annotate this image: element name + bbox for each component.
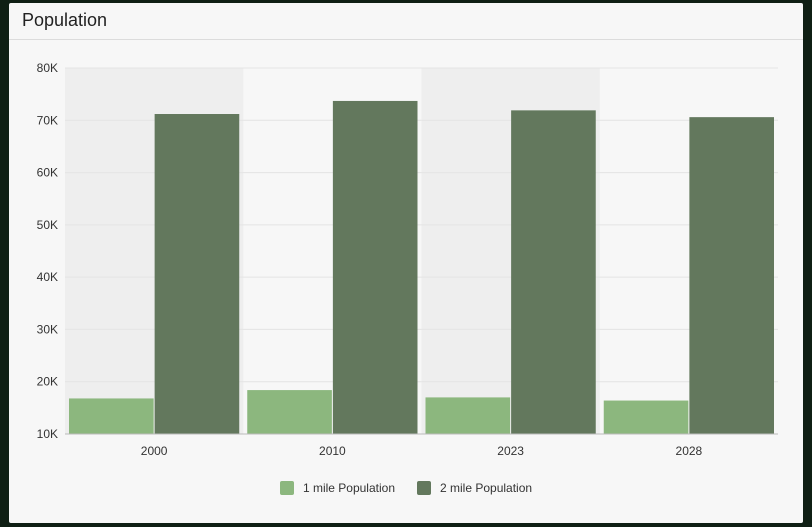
bar-series-2-2028 [689,117,774,435]
chart-legend: 1 mile Population 2 mile Population [9,481,803,495]
y-tick-label: 10K [37,427,58,441]
bar-series-1-2000 [69,398,154,434]
bar-series-2-2023 [511,110,596,434]
x-tick-label: 2028 [676,444,703,458]
y-tick-label: 20K [37,375,58,389]
legend-swatch-1-mile [279,481,294,495]
x-tick-label: 2000 [141,444,168,458]
bar-chart: 10K 20K 30K 40K 50K 60K 70K 80K 2000 2010 2023 2028 [37,61,778,458]
x-tick-label: 2010 [319,444,346,458]
y-tick-label: 80K [37,61,58,75]
y-tick-label: 30K [37,322,58,336]
legend-label-1-mile: 1 mile Population [302,481,395,495]
legend-item-2-mile[interactable]: 2 mile Population [417,481,532,495]
bar-series-2-2000 [154,114,240,435]
y-tick-label: 70K [37,113,58,127]
chart-card: Population 10K 20K 30K 40K 50K 60K 70K 80K 2000 2… [9,3,803,523]
legend-item-1-mile[interactable]: 1 mile Population [279,481,395,495]
card-header: Population [9,3,803,40]
y-tick-label: 50K [37,218,58,232]
legend-swatch-2-mile [417,481,431,495]
legend-label-2-mile: 2 mile Population [440,481,533,495]
bar-series-1-2028 [603,400,689,434]
x-tick-label: 2023 [497,444,524,458]
bar-series-1-2010 [247,390,332,434]
y-tick-label: 40K [37,270,58,284]
y-tick-label: 60K [37,166,58,180]
chart-title: Population [22,10,108,30]
bar-series-2-2010 [332,100,418,434]
bar-series-1-2023 [425,397,511,434]
